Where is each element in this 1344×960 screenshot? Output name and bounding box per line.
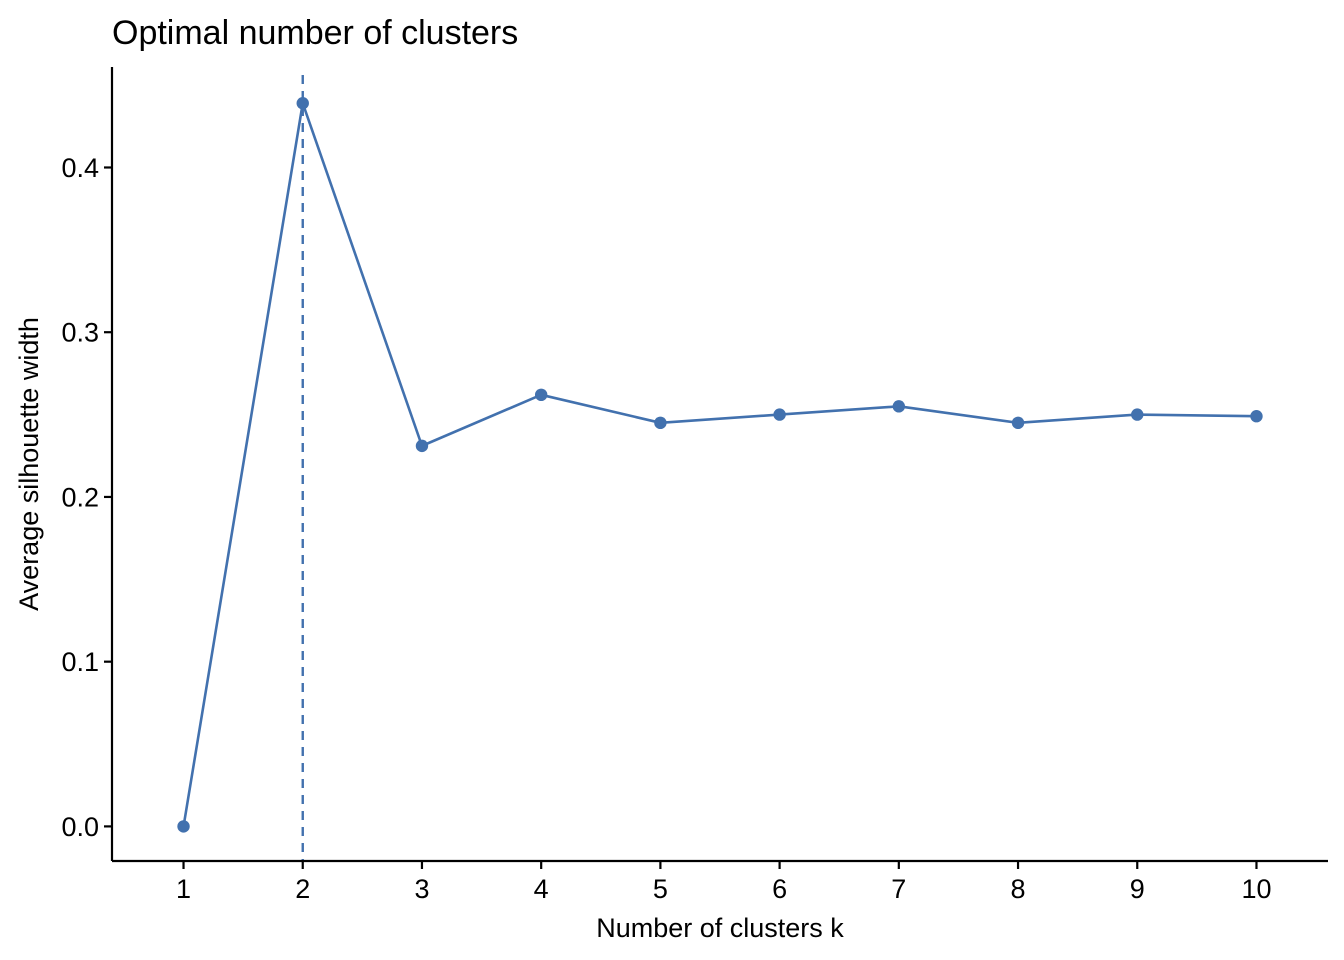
data-point <box>415 439 429 453</box>
x-tick-label: 8 <box>1011 874 1026 904</box>
x-tick-label: 4 <box>534 874 549 904</box>
y-axis-label: Average silhouette width <box>14 317 44 611</box>
data-point <box>1250 410 1263 423</box>
y-axis-ticks: 0.0 0.1 0.2 0.3 0.4 <box>61 153 112 842</box>
chart-title: Optimal number of clusters <box>112 14 518 52</box>
plot-area <box>177 75 1263 861</box>
y-tick-label: 0.3 <box>61 318 99 348</box>
x-tick-label: 10 <box>1241 874 1271 904</box>
x-axis-ticks: 1 2 3 4 5 6 7 8 9 10 <box>176 861 1271 904</box>
data-point <box>654 416 667 430</box>
y-tick-label: 0.1 <box>61 647 99 677</box>
data-point <box>296 97 309 110</box>
series-line <box>182 101 1257 827</box>
data-point <box>1131 408 1144 421</box>
y-tick-label: 0.0 <box>61 812 99 842</box>
x-tick-label: 7 <box>891 874 906 904</box>
x-tick-label: 1 <box>176 874 191 904</box>
data-point <box>534 388 548 402</box>
x-tick-label: 2 <box>295 874 310 904</box>
y-tick-label: 0.4 <box>61 153 99 183</box>
data-point <box>773 408 786 421</box>
x-tick-label: 5 <box>653 874 668 904</box>
data-point <box>1011 416 1025 430</box>
x-tick-label: 3 <box>414 874 429 904</box>
data-point <box>177 820 190 833</box>
x-tick-label: 6 <box>772 874 787 904</box>
data-point <box>892 400 906 413</box>
y-tick-label: 0.2 <box>61 482 99 512</box>
x-tick-label: 9 <box>1130 874 1145 904</box>
x-axis-label: Number of clusters k <box>596 913 844 943</box>
